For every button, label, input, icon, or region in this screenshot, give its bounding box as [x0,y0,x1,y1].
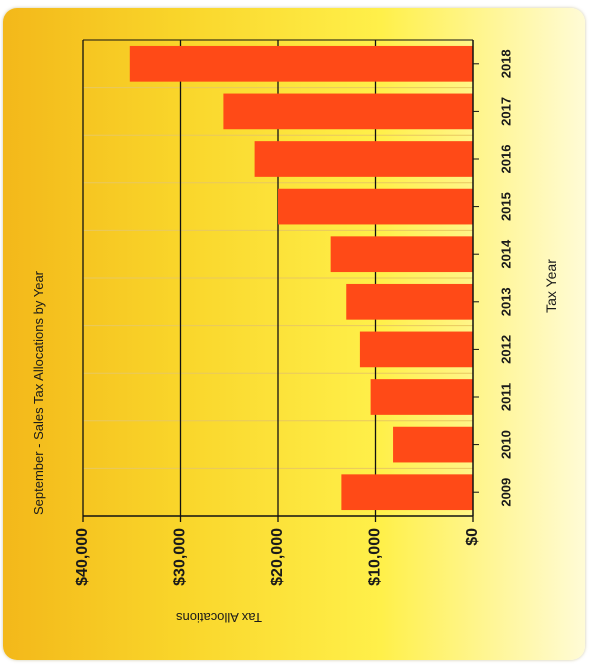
bar-2010 [393,426,473,463]
bar-2018 [129,45,474,82]
value-tick-label: $30,000 [172,528,189,586]
category-tick-label-2017: 2017 [498,97,513,126]
bar-chart: September - Sales Tax Allocations by Yea… [31,39,559,625]
value-tick-label: $0 [464,528,481,546]
category-tick-label-2011: 2011 [498,383,513,411]
category-tick-label-2016: 2016 [498,145,513,174]
bars [129,45,474,511]
category-tick-label-2012: 2012 [498,335,513,364]
y-axis-label: Tax Allocations [176,610,262,625]
category-tick-label-2009: 2009 [498,478,513,507]
bar-2015 [278,188,473,225]
bar-2014 [330,236,473,273]
axes [82,39,479,522]
category-tick-label-2018: 2018 [498,49,513,78]
chart-card: September - Sales Tax Allocations by Yea… [3,8,585,660]
bar-2009 [341,474,473,511]
value-tick-labels: $0 $10,000 $20,000 $30,000 $40,000 [74,528,481,586]
category-tick-label-2013: 2013 [498,287,513,316]
value-tick-label: $10,000 [367,528,384,586]
bar-2011 [370,379,473,415]
bar-2016 [254,141,473,177]
value-tick-label: $40,000 [74,528,91,586]
category-tick-label-2014: 2014 [498,239,513,269]
bar-2013 [346,283,473,320]
bar-2017 [223,93,473,130]
category-tick-label-2010: 2010 [498,430,513,459]
x-axis-label: Tax Year [543,259,559,313]
value-tick-label: $20,000 [269,528,286,586]
bar-2012 [359,331,473,368]
category-tick-labels: 2009 2010 2011 2012 2013 2014 2015 2016 2017 2018 [498,49,513,506]
category-tick-label-2015: 2015 [498,192,513,221]
chart-title: September - Sales Tax Allocations by Yea… [31,270,46,515]
